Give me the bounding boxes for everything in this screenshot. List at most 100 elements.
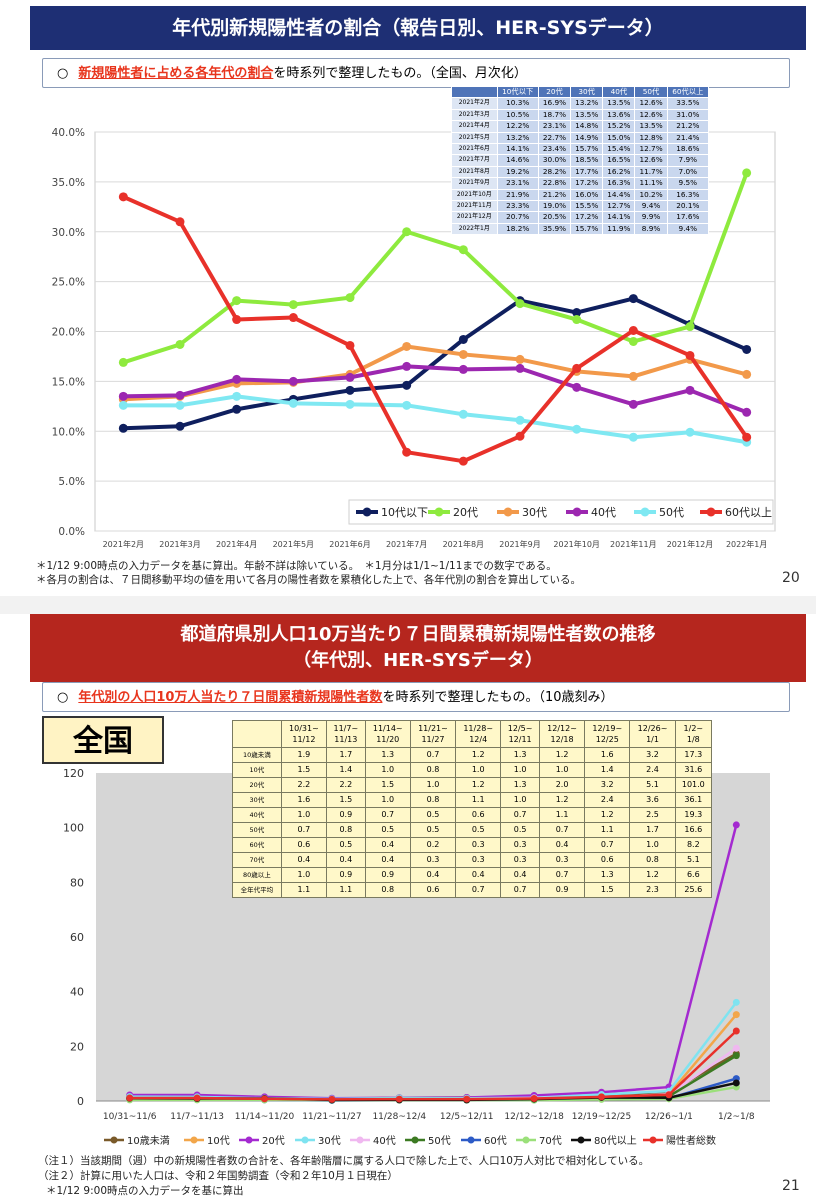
table-cell: 0.7 bbox=[500, 882, 540, 898]
table-cell: 8.9% bbox=[634, 222, 668, 236]
table-cell: 0.7 bbox=[538, 867, 586, 883]
legend-marker bbox=[411, 1136, 419, 1144]
data-point bbox=[572, 308, 582, 318]
table-cell: 18.5% bbox=[570, 154, 604, 167]
data-point bbox=[530, 1095, 538, 1103]
table-cell: 0.9 bbox=[326, 807, 366, 823]
data-point bbox=[118, 357, 128, 367]
table-cell: 12.7% bbox=[634, 143, 668, 156]
data-point bbox=[458, 409, 468, 419]
table-cell: 0.9 bbox=[538, 882, 586, 898]
table-cell: 1.0 bbox=[455, 762, 502, 778]
table-cell: 1.9 bbox=[280, 747, 328, 763]
table-cell: 0.5 bbox=[409, 807, 457, 823]
subtitle-text: を時系列で整理したもの。（全国、月次化） bbox=[273, 66, 527, 81]
table-cell: 9.4% bbox=[634, 200, 668, 213]
legend-marker bbox=[522, 1136, 530, 1144]
data-point bbox=[732, 1044, 740, 1052]
table-cell: 0.7 bbox=[280, 822, 328, 838]
age-share-line-chart: 0.0% 5.0% 10.0% 15.0% 20.0% 25.0% 30.0% 35.0% 40… bbox=[52, 127, 776, 549]
table-cell: 1.3 bbox=[364, 747, 411, 763]
x-tick-label: 2021年12月 bbox=[667, 539, 714, 549]
table-cell: 21.2% bbox=[537, 188, 572, 202]
legend-marker bbox=[356, 1136, 364, 1144]
table-cell: 12.2% bbox=[496, 120, 539, 133]
y-tick-label: 80 bbox=[70, 876, 84, 889]
table-cell: 3.6 bbox=[629, 792, 676, 808]
table-cell: 0.5 bbox=[326, 837, 366, 853]
data-point bbox=[402, 227, 412, 237]
data-point bbox=[288, 398, 298, 408]
slide-subtitle-box: ○ 新規陽性者に占める各年代の割合を時系列で整理したもの。（全国、月次化） bbox=[42, 58, 790, 88]
column-header: 12/5~ 12/11 bbox=[500, 720, 540, 748]
table-row: 2021年6月 14.1% 23.4% 15.7% 15.4% 12.7% 18.6% bbox=[451, 143, 710, 156]
table-cell: 18.7% bbox=[537, 108, 572, 122]
column-header: 11/28~ 12/4 bbox=[455, 720, 502, 748]
table-cell: 1.5 bbox=[584, 882, 631, 898]
table-cell: 18.2% bbox=[496, 222, 539, 236]
data-point bbox=[742, 168, 752, 178]
legend-label: 60代 bbox=[484, 1135, 507, 1147]
table-cell: 2.4 bbox=[629, 762, 676, 778]
data-point bbox=[685, 350, 695, 360]
table-cell: 19.0% bbox=[537, 200, 572, 213]
x-tick-label: 2022年1月 bbox=[726, 539, 767, 549]
table-cell: 1.7 bbox=[326, 747, 366, 763]
table-cell: 36.1 bbox=[674, 792, 713, 808]
table-cell: 3.2 bbox=[629, 747, 676, 763]
y-tick-label: 10.0% bbox=[52, 426, 85, 438]
data-point bbox=[118, 391, 128, 401]
legend-marker bbox=[503, 507, 513, 517]
data-point bbox=[402, 400, 412, 410]
table-cell: 17.3 bbox=[674, 747, 713, 763]
x-tick-label: 11/21~11/27 bbox=[302, 1112, 361, 1122]
row-label: 70代 bbox=[232, 852, 282, 868]
table-cell: 14.4% bbox=[602, 188, 636, 202]
data-point bbox=[742, 407, 752, 417]
table-cell: 2.2 bbox=[280, 777, 328, 793]
table-cell: 1.2 bbox=[538, 747, 586, 763]
bullet-circle: ○ bbox=[57, 690, 69, 705]
data-point bbox=[572, 382, 582, 392]
table-cell: 1.6 bbox=[584, 747, 631, 763]
table-cell: 2.2 bbox=[326, 777, 366, 793]
table-cell: 25.6 bbox=[674, 882, 713, 898]
data-point bbox=[175, 400, 185, 410]
row-label: 80歳以上 bbox=[232, 867, 282, 883]
table-cell: 21.9% bbox=[496, 188, 539, 202]
column-header: 11/14~ 11/20 bbox=[364, 720, 411, 748]
table-cell: 0.4 bbox=[409, 867, 457, 883]
table-cell: 1.5 bbox=[280, 762, 328, 778]
y-tick-label: 60 bbox=[70, 931, 84, 944]
column-header: 1/2~ 1/8 bbox=[674, 720, 713, 748]
data-point bbox=[628, 399, 638, 409]
table-cell: 15.4% bbox=[602, 143, 636, 156]
bullet-circle: ○ bbox=[57, 66, 69, 81]
slide-title-line-2: （年代別、HER-SYSデータ） bbox=[293, 650, 543, 671]
table-cell: 16.3% bbox=[602, 177, 636, 190]
table-cell: 1.0 bbox=[629, 837, 676, 853]
row-label: 2021年4月 bbox=[451, 120, 498, 133]
table-cell: 2.3 bbox=[629, 882, 676, 898]
region-label: 全国 bbox=[42, 716, 164, 764]
row-label: 2021年5月 bbox=[451, 131, 498, 145]
subtitle-text: を時系列で整理したもの。（10歳刻み） bbox=[382, 690, 614, 705]
data-point bbox=[572, 363, 582, 373]
table-cell: 2.5 bbox=[629, 807, 676, 823]
table-cell: 0.3 bbox=[538, 852, 586, 868]
table-cell: 2.0 bbox=[538, 777, 586, 793]
table-cell: 13.2% bbox=[570, 97, 604, 110]
table-row: 60代 0.6 0.5 0.4 0.2 0.3 0.3 0.4 0.7 1.0 8.2 bbox=[232, 837, 713, 853]
table-cell: 17.2% bbox=[570, 177, 604, 190]
data-point bbox=[193, 1094, 201, 1102]
table-row: 2021年11月 23.3% 19.0% 15.5% 12.7% 9.4% 20.1% bbox=[451, 200, 710, 213]
table-cell: 14.1% bbox=[602, 211, 636, 224]
footnote-3: ＊1/12 9:00時点の入力データを基に算出 bbox=[46, 1185, 244, 1197]
y-tick-label: 15.0% bbox=[52, 376, 85, 388]
y-tick-label: 35.0% bbox=[52, 177, 85, 189]
table-cell: 0.3 bbox=[455, 852, 502, 868]
table-cell: 0.6 bbox=[409, 882, 457, 898]
table-cell: 0.8 bbox=[629, 852, 676, 868]
table-cell: 13.2% bbox=[496, 131, 539, 145]
x-tick-label: 12/26~1/1 bbox=[645, 1112, 693, 1122]
